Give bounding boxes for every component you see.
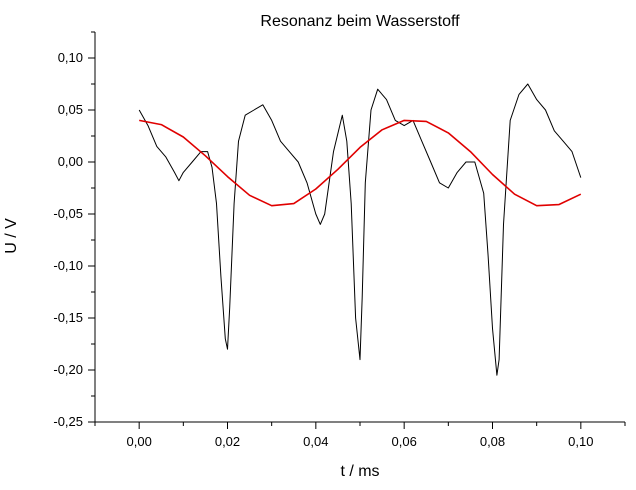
- x-tick-label: 0,04: [303, 434, 328, 449]
- x-tick-label: 0,10: [568, 434, 593, 449]
- axis-tick-labels: 0,00 0,02 0,04 0,06 0,08 0,10 -0,25 -0,20 -0,15 -…: [53, 50, 593, 449]
- y-tick-label: -0,20: [53, 362, 83, 377]
- x-axis-title: t / ms: [340, 463, 379, 480]
- axis-ticks: [88, 31, 626, 429]
- y-tick-label: -0,10: [53, 258, 83, 273]
- y-axis-title: U / V: [3, 218, 20, 254]
- x-tick-label: 0,08: [480, 434, 505, 449]
- y-tick-label: -0,05: [53, 206, 83, 221]
- series-layer: [138, 83, 582, 376]
- reference-sine-series-line: [139, 119, 582, 207]
- y-tick-label: -0,25: [53, 414, 83, 429]
- y-tick-label: 0,00: [58, 154, 83, 169]
- x-tick-label: 0,02: [215, 434, 240, 449]
- y-tick-label: 0,05: [58, 102, 83, 117]
- x-tick-label: 0,06: [392, 434, 417, 449]
- x-tick-label: 0,00: [127, 434, 152, 449]
- signal-series-line: [138, 83, 582, 376]
- chart-title: Resonanz beim Wasserstoff: [260, 13, 460, 30]
- y-tick-label: 0,10: [58, 50, 83, 65]
- y-tick-label: -0,15: [53, 310, 83, 325]
